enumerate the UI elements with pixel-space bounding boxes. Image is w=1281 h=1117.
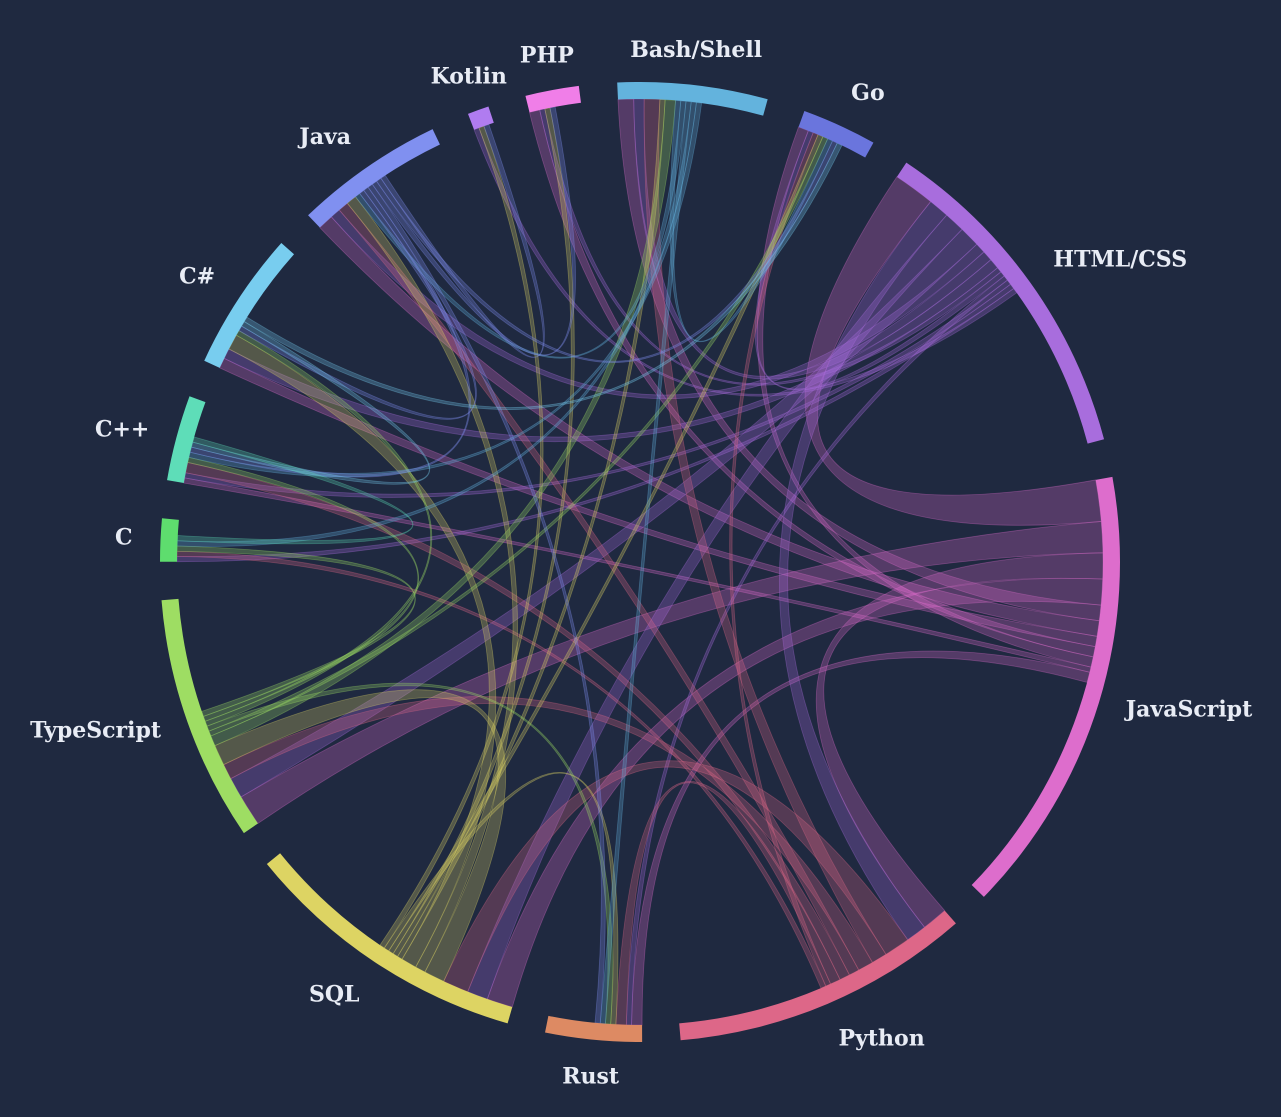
arc-java [308,129,440,228]
label-kotlin: Kotlin [431,64,507,90]
arc-typescript [161,598,258,834]
arc-sql [266,853,513,1024]
ribbon-javascript-typescript [240,521,1104,825]
arc-c [160,518,179,562]
ribbon-html-css-bash-shell [633,98,992,380]
arcs-layer [160,82,1121,1042]
arc-php [525,85,581,113]
ribbon-sql-c [228,334,497,968]
label-javascript: JavaScript [1124,697,1253,723]
ribbon-java-php [371,106,576,356]
ribbon-html-css-typescript [230,228,978,798]
labels-layer: Kotlin PHP Bash/Shell Go HTML/CSS JavaScript P… [30,37,1253,1089]
ribbon-python-sql [443,760,909,993]
ribbon-sql-go [388,134,824,955]
label-rust: Rust [562,1064,620,1090]
ribbon-sql-bash-shell [397,99,666,960]
ribbon-javascript-python [815,552,1104,928]
ribbon-javascript-go [757,126,1094,668]
ribbon-java-rust [367,183,606,1024]
ribbon-javascript-html-css [804,176,1102,526]
ribbon-html-css-python [779,201,948,941]
ribbon-sql-php [392,107,575,958]
ribbon-javascript-bash-shell [617,98,1102,622]
ribbon-typescript-go [208,136,829,737]
label-sql: SQL [309,982,360,1008]
ribbon-java-kotlin [380,123,545,358]
ribbon-typescript-rust [206,682,613,1025]
label-c: C [115,525,133,551]
arc-javascript [971,476,1121,897]
arc-go [798,111,874,158]
ribbon-python-typescript [223,696,874,971]
label-bash-shell: Bash/Shell [630,37,762,63]
label-go: Go [851,80,884,106]
ribbon-sql-rust [383,772,619,1025]
arc-html-css [896,162,1105,444]
label-python: Python [839,1026,925,1052]
arc-python [679,910,956,1041]
ribbons-layer [176,98,1104,1026]
ribbon-bash-shell-java [354,100,687,359]
label-typescript: TypeScript [30,717,162,743]
label-c: C++ [95,416,149,442]
ribbon-c-c [190,321,431,485]
ribbon-javascript-c [183,477,1092,673]
ribbon-html-css-rust [625,275,1008,1026]
arc-kotlin [467,106,494,130]
ribbon-html-css-c [184,279,1012,498]
label-php: PHP [520,43,574,69]
ribbon-javascript-rust [631,650,1091,1026]
ribbon-python-c [185,461,850,981]
label-java: Java [297,124,351,150]
arc-c [167,396,206,484]
ribbon-javascript-sql [486,577,1104,1008]
ribbon-c-c [177,436,414,545]
ribbon-sql-kotlin [379,125,544,949]
label-html-css: HTML/CSS [1053,247,1187,273]
arc-bash-shell [617,82,768,116]
arc-rust [545,1015,643,1042]
arc-c [204,243,295,368]
label-c: C# [179,264,215,290]
ribbon-typescript-bash-shell [210,99,676,747]
